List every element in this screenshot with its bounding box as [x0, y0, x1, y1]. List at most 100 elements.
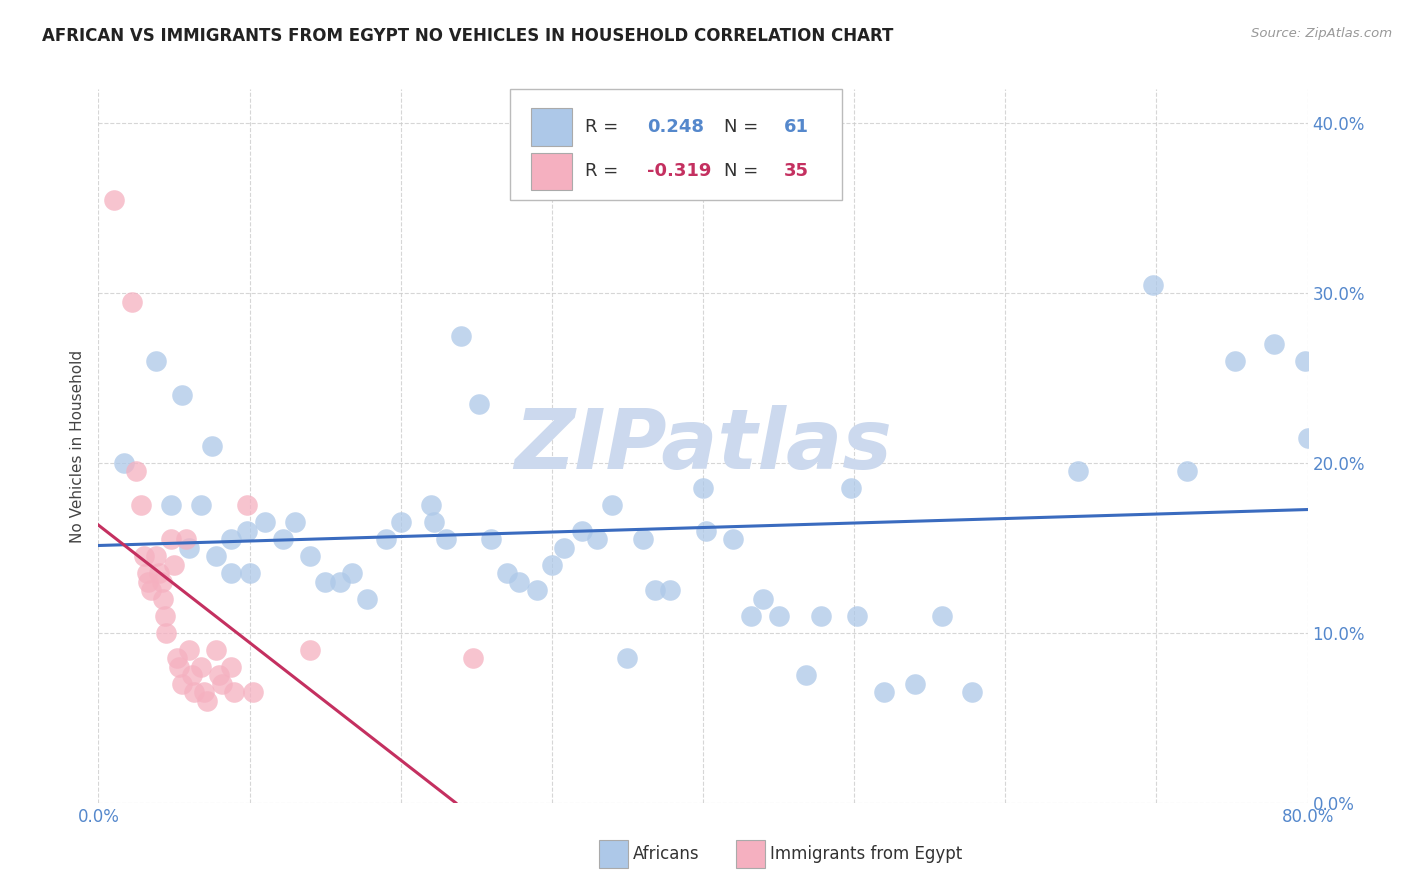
Point: [271, 533, 294, 547]
Point: [150, 574, 173, 589]
Point: [129, 499, 152, 513]
Point: [481, 533, 503, 547]
Point: [586, 533, 609, 547]
Point: [752, 591, 775, 606]
FancyBboxPatch shape: [531, 153, 572, 190]
Point: [314, 574, 336, 589]
Point: [695, 524, 717, 538]
Point: [389, 516, 412, 530]
Text: N =: N =: [724, 162, 763, 180]
Point: [170, 677, 193, 691]
Point: [155, 626, 177, 640]
Point: [235, 524, 257, 538]
Point: [931, 608, 953, 623]
Point: [794, 668, 817, 682]
Point: [658, 583, 681, 598]
Point: [190, 499, 212, 513]
Point: [434, 533, 457, 547]
Point: [190, 660, 212, 674]
Point: [166, 651, 188, 665]
Point: [141, 583, 163, 598]
Point: [1294, 354, 1316, 368]
Text: Immigrants from Egypt: Immigrants from Egypt: [769, 846, 962, 863]
Point: [160, 533, 183, 547]
Point: [193, 685, 215, 699]
Text: Source: ZipAtlas.com: Source: ZipAtlas.com: [1251, 27, 1392, 40]
Point: [329, 574, 352, 589]
Point: [1296, 430, 1319, 444]
Point: [177, 541, 201, 555]
Text: 35: 35: [785, 162, 808, 180]
Point: [181, 668, 204, 682]
Point: [160, 499, 183, 513]
Point: [508, 574, 530, 589]
Point: [342, 566, 364, 581]
Point: [136, 574, 159, 589]
Point: [183, 685, 205, 699]
Point: [253, 516, 276, 530]
Point: [450, 328, 472, 343]
Point: [463, 651, 485, 665]
Point: [495, 566, 517, 581]
Point: [221, 566, 243, 581]
Point: [148, 566, 170, 581]
Point: [163, 558, 186, 572]
Point: [208, 668, 231, 682]
Point: [135, 566, 157, 581]
Point: [616, 651, 638, 665]
Point: [846, 608, 869, 623]
Point: [103, 193, 125, 207]
Point: [195, 694, 218, 708]
FancyBboxPatch shape: [509, 89, 842, 200]
Point: [125, 465, 148, 479]
Point: [553, 541, 575, 555]
Point: [235, 499, 257, 513]
Point: [1263, 337, 1285, 351]
Point: [152, 591, 174, 606]
Point: [221, 660, 243, 674]
Point: [224, 685, 246, 699]
Text: Africans: Africans: [633, 846, 700, 863]
Point: [1067, 465, 1090, 479]
FancyBboxPatch shape: [531, 109, 572, 145]
Point: [356, 591, 378, 606]
Point: [112, 456, 135, 470]
Point: [602, 499, 624, 513]
Point: [1223, 354, 1246, 368]
Point: [1142, 277, 1164, 292]
Point: [631, 533, 654, 547]
Point: [1175, 465, 1198, 479]
Point: [177, 643, 201, 657]
Text: ZIPatlas: ZIPatlas: [515, 406, 891, 486]
Point: [526, 583, 548, 598]
Point: [299, 549, 322, 564]
Point: [284, 516, 307, 530]
Point: [242, 685, 264, 699]
Text: AFRICAN VS IMMIGRANTS FROM EGYPT NO VEHICLES IN HOUSEHOLD CORRELATION CHART: AFRICAN VS IMMIGRANTS FROM EGYPT NO VEHI…: [42, 27, 894, 45]
Point: [205, 643, 228, 657]
Point: [132, 549, 155, 564]
Point: [374, 533, 396, 547]
Text: R =: R =: [585, 162, 623, 180]
Point: [740, 608, 762, 623]
Text: 61: 61: [785, 118, 808, 136]
Point: [205, 549, 228, 564]
Point: [170, 388, 193, 402]
Text: N =: N =: [724, 118, 763, 136]
Point: [153, 608, 176, 623]
Point: [167, 660, 190, 674]
Point: [960, 685, 983, 699]
Point: [839, 482, 862, 496]
FancyBboxPatch shape: [599, 840, 628, 869]
Point: [121, 294, 143, 309]
Point: [540, 558, 562, 572]
Point: [299, 643, 322, 657]
Text: -0.319: -0.319: [647, 162, 711, 180]
Point: [692, 482, 714, 496]
FancyBboxPatch shape: [735, 840, 765, 869]
Point: [239, 566, 262, 581]
Y-axis label: No Vehicles in Household: No Vehicles in Household: [69, 350, 84, 542]
Point: [145, 549, 167, 564]
Point: [174, 533, 197, 547]
Point: [211, 677, 233, 691]
